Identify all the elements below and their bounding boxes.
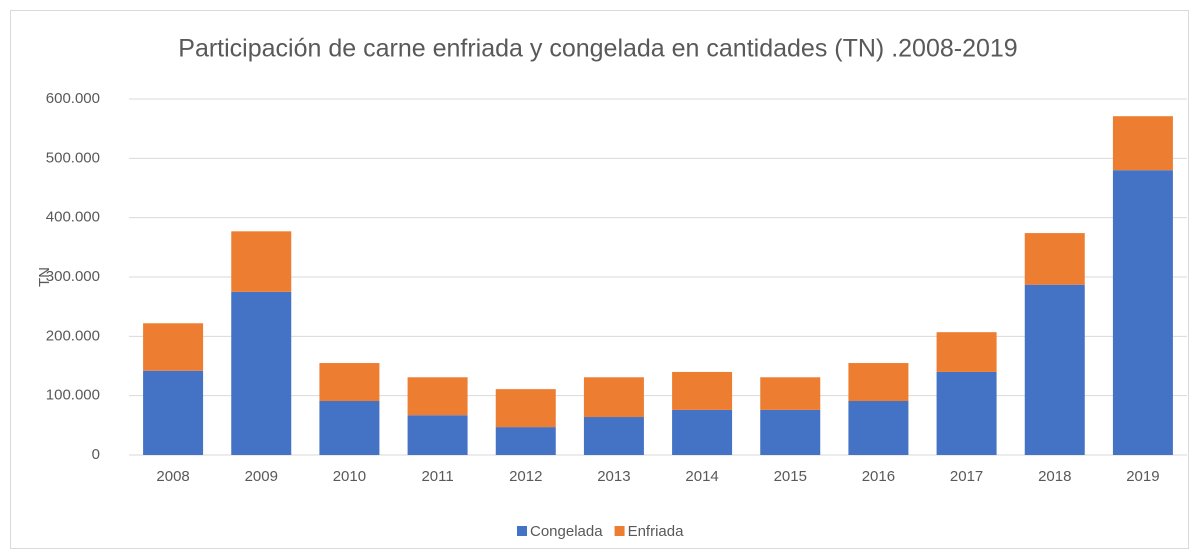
y-tick-label: 0 xyxy=(92,446,100,463)
bar-segment xyxy=(143,370,204,455)
chart-title: Participación de carne enfriada y congel… xyxy=(178,35,1017,63)
bar-segment xyxy=(407,377,468,416)
bar-segment xyxy=(583,417,644,455)
bar-segment xyxy=(1112,116,1173,171)
y-axis-label: TN xyxy=(36,267,53,287)
bar-segment xyxy=(672,409,733,455)
x-tick-label: 2010 xyxy=(333,468,366,485)
bar-segment xyxy=(1112,170,1173,455)
x-tick-label: 2017 xyxy=(950,468,983,485)
x-tick-label: 2011 xyxy=(421,468,453,485)
x-tick-label: 2019 xyxy=(1126,468,1159,485)
bar-segment xyxy=(231,291,292,455)
bar-segment xyxy=(231,231,292,292)
legend-label: Congelada xyxy=(530,523,603,540)
y-tick-label: 600.000 xyxy=(46,90,100,107)
bar-segment xyxy=(848,363,909,402)
bar-segment xyxy=(848,401,909,455)
legend-swatch xyxy=(517,526,527,536)
bar-segment xyxy=(936,332,997,372)
bar-segment xyxy=(143,323,204,371)
bar-segment xyxy=(495,389,556,428)
y-tick-label: 300.000 xyxy=(46,268,100,285)
bar-segment xyxy=(407,415,468,455)
x-tick-label: 2018 xyxy=(1038,468,1071,485)
y-tick-label: 100.000 xyxy=(46,387,100,404)
y-tick-label: 400.000 xyxy=(46,209,100,226)
x-tick-label: 2012 xyxy=(509,468,542,485)
bar-segment xyxy=(495,427,556,455)
bar-segment xyxy=(319,363,380,402)
legend-swatch xyxy=(614,526,625,536)
chart-border xyxy=(10,10,1189,549)
bar-segment xyxy=(672,371,733,410)
x-tick-label: 2014 xyxy=(685,468,718,485)
legend-label: Enfriada xyxy=(628,523,685,540)
x-tick-label: 2008 xyxy=(156,468,189,485)
bar-segment xyxy=(936,371,997,455)
x-tick-label: 2013 xyxy=(597,468,630,485)
bar-segment xyxy=(319,401,380,455)
x-tick-label: 2016 xyxy=(862,468,895,485)
bar-segment xyxy=(760,409,821,455)
x-tick-label: 2009 xyxy=(245,468,278,485)
bar-segment xyxy=(583,377,644,418)
bar-segment xyxy=(1024,284,1085,455)
y-tick-label: 200.000 xyxy=(46,327,100,344)
x-tick-label: 2015 xyxy=(774,468,807,485)
bar-segment xyxy=(760,377,821,410)
y-tick-label: 500.000 xyxy=(46,149,100,166)
bar-segment xyxy=(1024,233,1085,285)
